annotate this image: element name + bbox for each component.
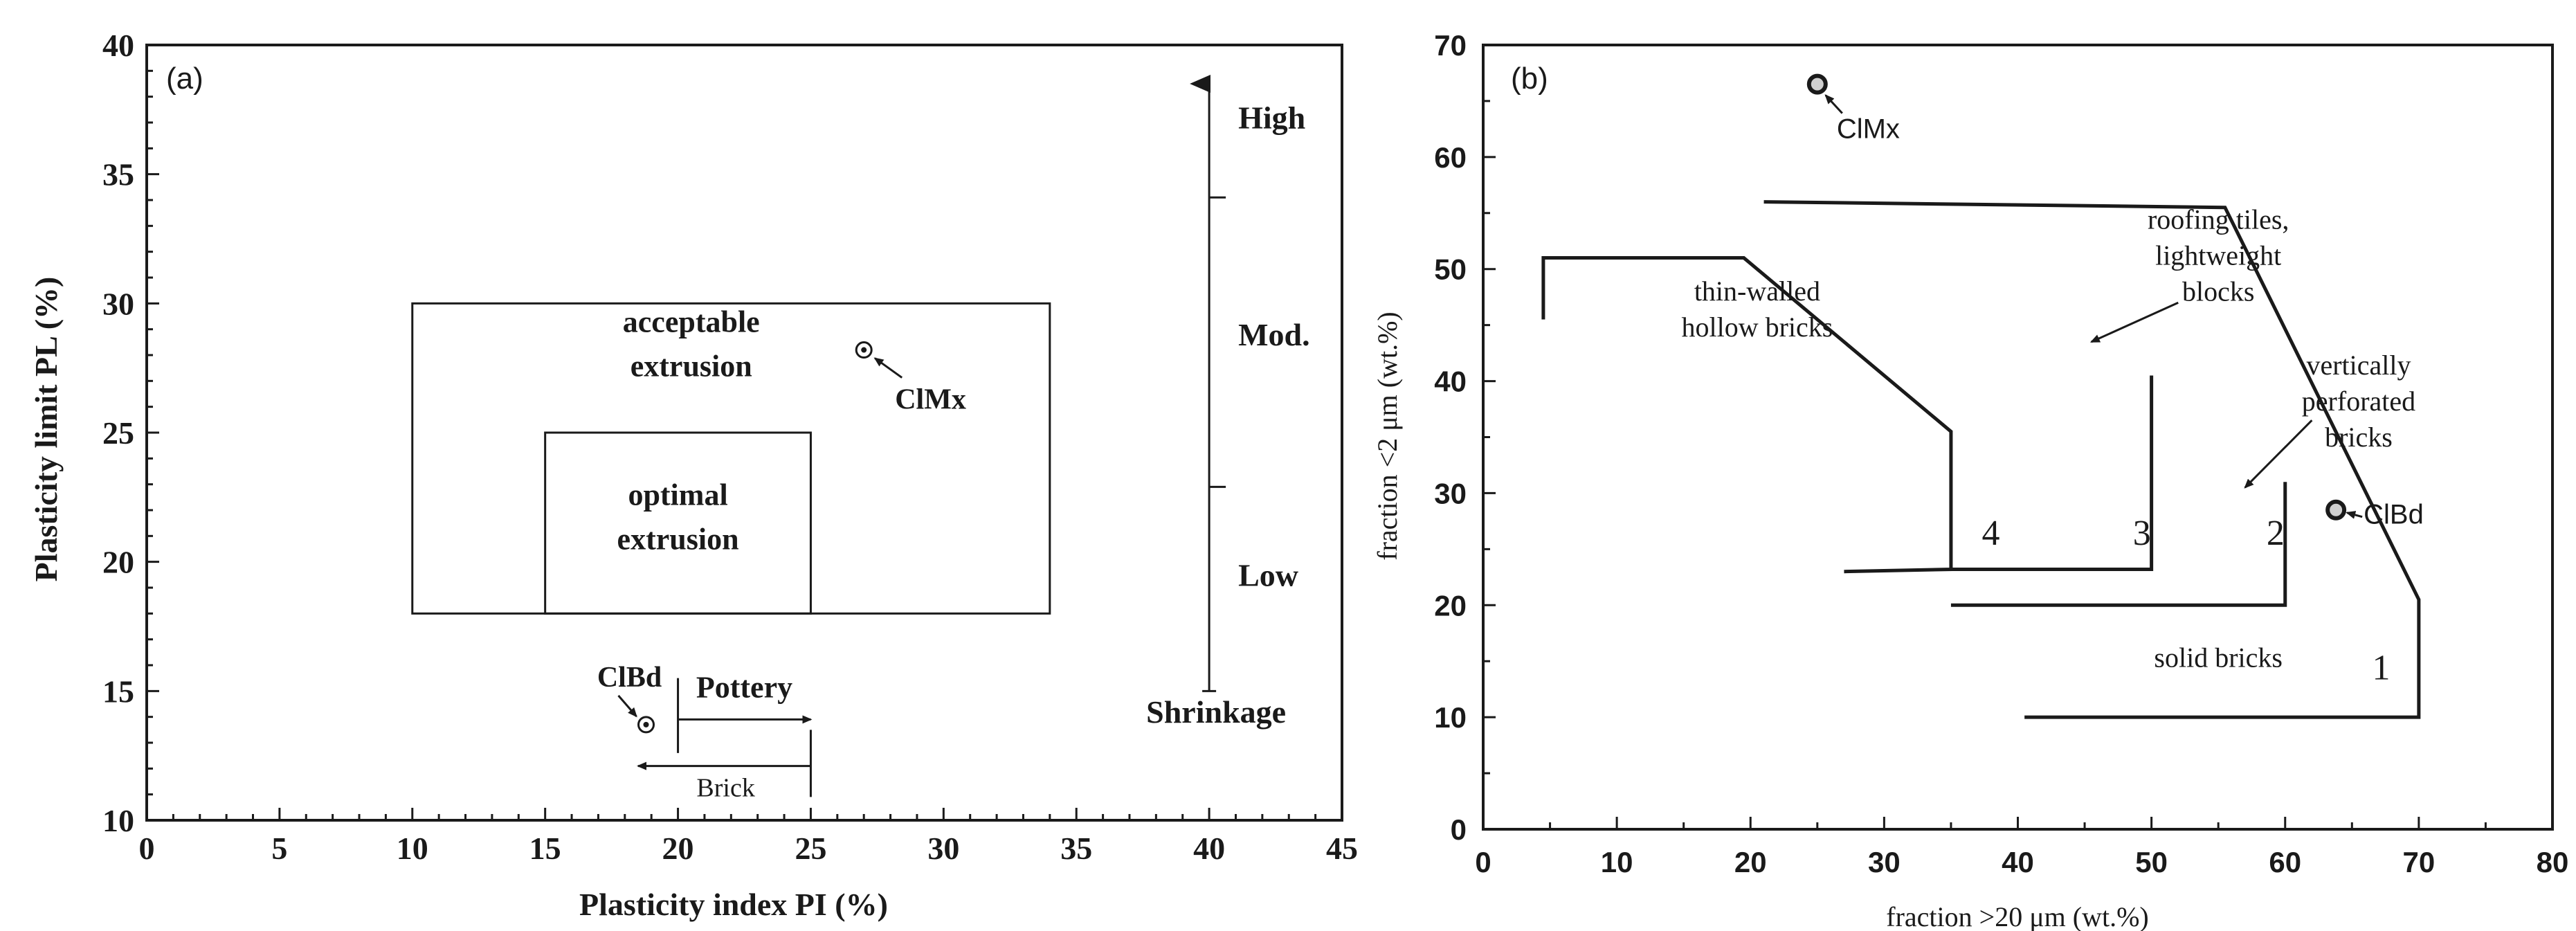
sample-point bbox=[855, 341, 873, 359]
zone-4-boundary bbox=[1541, 256, 1953, 574]
y-tick-label: 30 bbox=[102, 286, 134, 321]
point-pointer bbox=[617, 694, 637, 718]
zone-label-pointer bbox=[2089, 301, 2179, 343]
y-tick-label: 25 bbox=[102, 415, 134, 451]
y-tick-label: 10 bbox=[102, 803, 134, 838]
zone-2-boundary bbox=[1950, 482, 2287, 607]
panel-a-y-ticks: 10 15 20 25 30 35 40 bbox=[102, 28, 159, 838]
panel-b: 0 10 20 30 40 50 60 70 80 0 10 20 30 40 50 60 70 1 2 3 4 so… bbox=[1372, 29, 2568, 931]
panel-b-y-ticks: 0 10 20 30 40 50 60 70 bbox=[1434, 29, 1496, 846]
zone-label: roofing tiles, lightweight blocks bbox=[2148, 204, 2289, 307]
zone-number: 4 bbox=[1982, 514, 2000, 553]
region-label: optimal extrusion bbox=[617, 478, 739, 557]
x-tick-label: 50 bbox=[2135, 846, 2168, 878]
panel-b-label: (b) bbox=[1511, 62, 1548, 96]
point-label: ClMx bbox=[1837, 114, 1900, 145]
x-tick-label: 20 bbox=[662, 831, 694, 866]
brick-label: Brick bbox=[696, 774, 754, 803]
shrinkage-level-label: Mod. bbox=[1238, 317, 1310, 352]
x-tick-label: 15 bbox=[529, 831, 561, 866]
zone-label: thin-walled hollow bricks bbox=[1681, 275, 1833, 343]
x-tick-label: 40 bbox=[2002, 846, 2034, 878]
y-tick-label: 20 bbox=[102, 545, 134, 580]
panel-a-y-axis-label: Plasticity limit PL (%) bbox=[28, 277, 64, 582]
y-tick-label: 40 bbox=[1434, 365, 1467, 398]
y-tick-label: 10 bbox=[1434, 701, 1467, 734]
region-label: acceptable extrusion bbox=[623, 305, 760, 383]
x-tick-label: 25 bbox=[795, 831, 826, 866]
zone-3-boundary bbox=[1950, 375, 2154, 571]
panel-b-y-axis-label: fraction <2 μm (wt.%) bbox=[1372, 311, 1403, 560]
x-tick-label: 30 bbox=[1868, 846, 1901, 878]
zone-number: 1 bbox=[2372, 648, 2390, 687]
y-tick-label: 15 bbox=[102, 674, 134, 709]
shrinkage-level-label: Low bbox=[1238, 557, 1298, 593]
panel-a-x-ticks: 0 5 10 15 20 25 30 35 40 45 bbox=[139, 808, 1358, 866]
sample-point bbox=[1806, 73, 1828, 95]
y-tick-label: 50 bbox=[1434, 253, 1467, 286]
pottery-label: Pottery bbox=[696, 670, 792, 704]
sample-point bbox=[637, 716, 655, 734]
y-tick-label: 30 bbox=[1434, 477, 1467, 509]
zone-label: solid bricks bbox=[2154, 642, 2283, 673]
point-label: ClBd bbox=[2364, 500, 2424, 530]
y-tick-label: 0 bbox=[1451, 813, 1467, 846]
zone-number: 2 bbox=[2267, 514, 2285, 553]
point-label: ClMx bbox=[895, 384, 966, 416]
shrinkage-label: Shrinkage bbox=[1146, 694, 1286, 730]
y-tick-label: 40 bbox=[102, 28, 134, 63]
zone-label: vertically perforated bricks bbox=[2302, 350, 2415, 453]
x-tick-label: 35 bbox=[1060, 831, 1092, 866]
x-tick-label: 10 bbox=[1601, 846, 1633, 878]
x-tick-label: 30 bbox=[927, 831, 959, 866]
x-tick-label: 20 bbox=[1734, 846, 1767, 878]
x-tick-label: 40 bbox=[1193, 831, 1225, 866]
zone-number: 3 bbox=[2133, 514, 2151, 553]
point-pointer bbox=[873, 357, 903, 379]
x-tick-label: 0 bbox=[1475, 846, 1491, 878]
x-tick-label: 5 bbox=[271, 831, 287, 866]
panel-a-points: ClMx ClBd bbox=[597, 341, 966, 734]
point-label: ClBd bbox=[597, 662, 662, 694]
x-tick-label: 80 bbox=[2537, 846, 2569, 878]
x-tick-label: 45 bbox=[1326, 831, 1358, 866]
sample-point-center bbox=[861, 347, 867, 353]
x-tick-label: 70 bbox=[2403, 846, 2436, 878]
sample-point bbox=[2325, 499, 2347, 521]
panel-a: 0 5 10 15 20 25 30 35 40 45 10 15 20 25 30 35 40 accept… bbox=[28, 28, 1358, 922]
zone-1-boundary bbox=[1763, 200, 2421, 719]
x-tick-label: 10 bbox=[397, 831, 428, 866]
x-tick-label: 0 bbox=[139, 831, 155, 866]
y-tick-label: 60 bbox=[1434, 141, 1467, 174]
panel-b-x-axis-label: fraction >20 μm (wt.%) bbox=[1886, 901, 2148, 931]
y-tick-label: 35 bbox=[102, 157, 134, 192]
point-pointer bbox=[2346, 511, 2363, 519]
panel-b-points: ClMx ClBd bbox=[1806, 73, 2424, 530]
y-tick-label: 20 bbox=[1434, 589, 1467, 622]
region-box bbox=[544, 431, 812, 615]
panel-b-x-ticks: 0 10 20 30 40 50 60 70 80 bbox=[1475, 817, 2568, 878]
zone-label-pointer bbox=[2244, 419, 2313, 489]
shrinkage-level-label: High bbox=[1238, 100, 1305, 136]
point-pointer bbox=[1824, 94, 1843, 114]
panel-b-zones: 1 2 3 4 solid bricks vertically perforated bric… bbox=[1541, 200, 2421, 719]
x-tick-label: 60 bbox=[2269, 846, 2301, 878]
panel-a-x-axis-label: Plasticity index PI (%) bbox=[579, 887, 888, 922]
panel-a-label: (a) bbox=[166, 62, 203, 96]
panel-a-annotations: Pottery Brick Low Mod. High Shrinkage bbox=[636, 75, 1310, 803]
panel-a-regions: acceptable extrusion optimal extrusion bbox=[411, 302, 1051, 615]
sample-point-center bbox=[643, 721, 649, 727]
y-tick-label: 70 bbox=[1434, 29, 1467, 62]
